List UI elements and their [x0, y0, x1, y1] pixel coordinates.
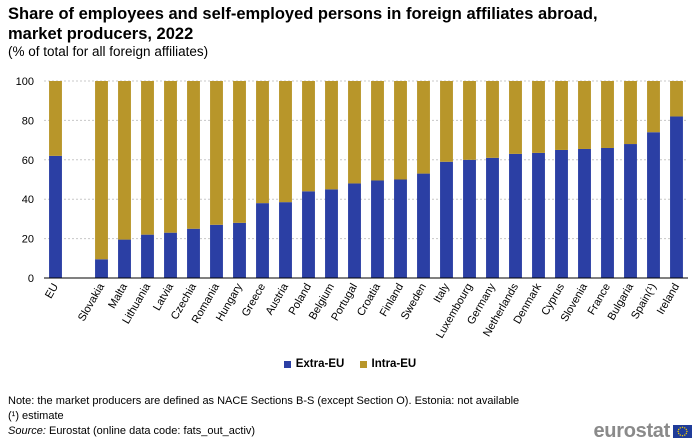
source-text: Eurostat (online data code: fats_out_act… [45, 425, 256, 437]
bar-intra-eu-10 [302, 81, 315, 192]
bar-extra-eu-24 [624, 144, 637, 278]
legend-swatch-intra-eu [359, 360, 367, 368]
bar-intra-eu-11 [325, 81, 338, 190]
bar-intra-eu-8 [256, 81, 269, 204]
logo-text: eurostat [593, 420, 670, 442]
bar-intra-eu-1 [95, 81, 108, 260]
bar-extra-eu-9 [279, 202, 292, 278]
bar-extra-eu-25 [647, 132, 660, 278]
y-tick-label-100: 100 [16, 76, 34, 88]
bar-extra-eu-26 [670, 116, 683, 279]
bar-intra-eu-2 [118, 81, 131, 240]
x-tick-label-26: Ireland [655, 282, 682, 317]
bar-intra-eu-26 [670, 81, 683, 117]
bar-extra-eu-6 [210, 224, 223, 278]
bar-extra-eu-18 [486, 157, 499, 278]
bar-extra-eu-11 [325, 189, 338, 278]
bar-intra-eu-22 [578, 81, 591, 149]
bar-intra-eu-7 [233, 81, 246, 223]
bar-extra-eu-16 [440, 161, 453, 278]
footnotes: Note: the market producers are defined a… [8, 394, 519, 439]
bar-intra-eu-23 [601, 81, 614, 148]
bar-intra-eu-17 [463, 81, 476, 160]
x-tick-label-1: Slovakia [76, 281, 108, 324]
bar-intra-eu-0 [49, 81, 62, 156]
bar-extra-eu-22 [578, 148, 591, 278]
bar-intra-eu-5 [187, 81, 200, 229]
bar-intra-eu-21 [555, 81, 568, 150]
bar-extra-eu-10 [302, 191, 315, 278]
legend-item-extra-eu: Extra-EU [283, 358, 345, 370]
eurostat-logo: eurostat [593, 420, 692, 443]
bar-intra-eu-24 [624, 81, 637, 145]
y-tick-label-0: 0 [28, 273, 34, 285]
bar-extra-eu-5 [187, 228, 200, 278]
bar-intra-eu-19 [509, 81, 522, 154]
bar-intra-eu-14 [394, 81, 407, 180]
note-text: Note: the market producers are defined a… [8, 395, 520, 407]
bar-intra-eu-18 [486, 81, 499, 158]
bar-extra-eu-13 [371, 180, 384, 278]
bar-intra-eu-3 [141, 81, 154, 235]
legend: Extra-EU Intra-EU [0, 358, 700, 371]
legend-item-intra-eu: Intra-EU [359, 358, 417, 370]
y-tick-label-40: 40 [22, 194, 34, 206]
bar-intra-eu-20 [532, 81, 545, 153]
bar-extra-eu-7 [233, 222, 246, 278]
bar-extra-eu-17 [463, 159, 476, 278]
bar-intra-eu-9 [279, 81, 292, 203]
bar-extra-eu-1 [95, 259, 108, 278]
y-tick-label-60: 60 [22, 155, 34, 167]
bar-extra-eu-8 [256, 203, 269, 278]
y-tick-label-80: 80 [22, 115, 34, 127]
legend-label-intra-eu: Intra-EU [371, 358, 417, 370]
chart-title: Share of employees and self-employed per… [8, 5, 598, 43]
x-tick-label-0: EU [43, 281, 61, 300]
bar-intra-eu-13 [371, 81, 384, 181]
bar-extra-eu-20 [532, 152, 545, 278]
bar-intra-eu-25 [647, 81, 660, 133]
x-tick-label-16: Italy [432, 281, 453, 305]
bar-intra-eu-15 [417, 81, 430, 174]
bar-intra-eu-12 [348, 81, 361, 184]
bar-extra-eu-12 [348, 183, 361, 278]
bar-extra-eu-15 [417, 173, 430, 278]
y-tick-label-20: 20 [22, 234, 34, 246]
x-tick-label-2: Malta [106, 281, 130, 311]
bar-extra-eu-3 [141, 234, 154, 278]
legend-label-extra-eu: Extra-EU [295, 358, 345, 370]
bar-extra-eu-0 [49, 155, 62, 278]
bar-extra-eu-14 [394, 179, 407, 278]
bar-intra-eu-4 [164, 81, 177, 233]
chart-subtitle: (% of total for all foreign affiliates) [8, 44, 209, 59]
bar-extra-eu-19 [509, 153, 522, 278]
bar-intra-eu-16 [440, 81, 453, 162]
source-label: Source: [8, 425, 46, 437]
legend-swatch-extra-eu [283, 360, 291, 368]
eu-flag-icon [673, 425, 692, 438]
source-line: Source: Eurostat (online data code: fats… [8, 424, 519, 439]
bar-extra-eu-4 [164, 232, 177, 278]
bar-intra-eu-6 [210, 81, 223, 225]
bar-extra-eu-2 [118, 239, 131, 278]
bar-extra-eu-23 [601, 147, 614, 278]
estimate-note: (¹) estimate [8, 410, 64, 422]
bar-extra-eu-21 [555, 149, 568, 278]
